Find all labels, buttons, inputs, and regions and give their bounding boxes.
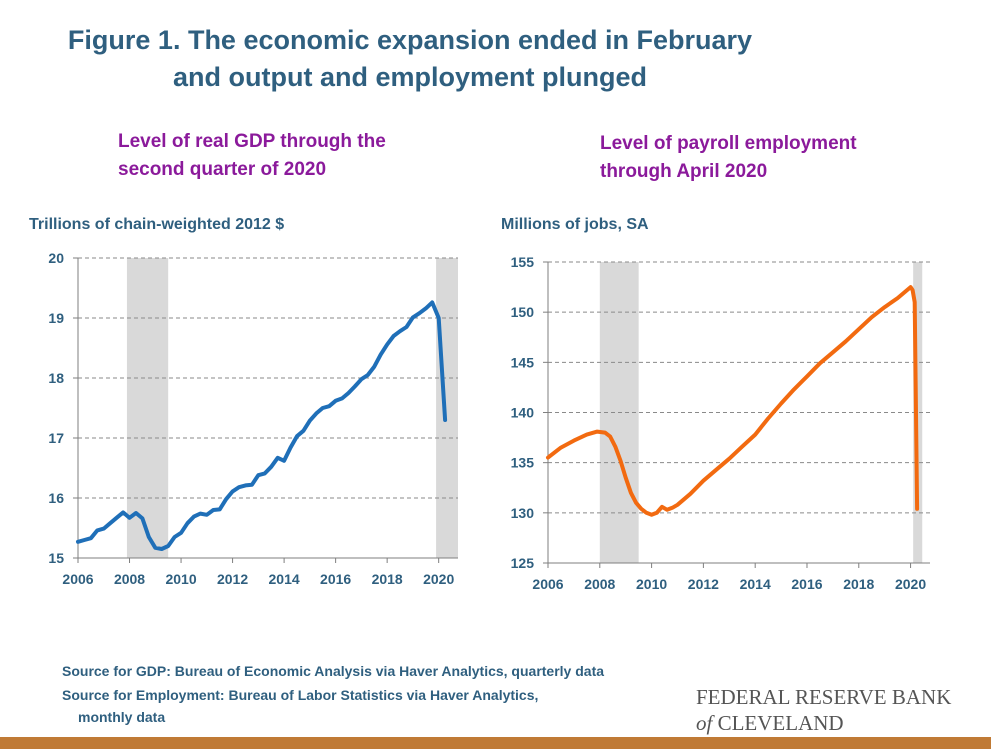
gdp-x-tick-label: 2014 <box>269 571 300 587</box>
figure-title: Figure 1. The economic expansion ended i… <box>0 22 820 96</box>
gdp-y-axis-label: Trillions of chain-weighted 2012 $ <box>29 216 285 233</box>
jobs-x-tick-label: 2016 <box>791 576 822 592</box>
jobs-x-tick-label: 2008 <box>584 576 615 592</box>
gdp-x-tick-label: 2010 <box>165 571 196 587</box>
bottom-bar <box>0 737 991 749</box>
source-gdp: Source for GDP: Bureau of Economic Analy… <box>62 663 605 679</box>
jobs-y-tick-label: 140 <box>511 405 535 421</box>
jobs-x-tick-label: 2010 <box>636 576 667 592</box>
jobs-y-tick-label: 150 <box>511 304 535 320</box>
figure-title-line1: Figure 1. The economic expansion ended i… <box>67 25 753 55</box>
jobs-chart-title-line1: Level of payroll employment <box>600 133 857 154</box>
figure-title-line2: and output and employment plunged <box>173 62 647 92</box>
jobs-x-tick-label: 2006 <box>532 576 563 592</box>
jobs-y-tick-label: 125 <box>511 555 535 571</box>
jobs-x-tick-label: 2020 <box>895 576 926 592</box>
jobs-y-tick-label: 135 <box>511 455 535 471</box>
gdp-y-tick-label: 19 <box>48 310 64 326</box>
gdp-y-tick-label: 16 <box>48 490 64 506</box>
fed-cleveland-logo: FEDERAL RESERVE BANK of CLEVELAND <box>696 684 951 736</box>
jobs-chart-title: Level of payroll employment through Apri… <box>600 130 857 186</box>
jobs-x-tick-label: 2014 <box>740 576 771 592</box>
gdp-x-tick-label: 2016 <box>320 571 351 587</box>
jobs-y-axis-label: Millions of jobs, SA <box>501 216 649 233</box>
gdp-x-tick-label: 2018 <box>372 571 403 587</box>
gdp-y-tick-label: 17 <box>48 430 64 446</box>
gdp-y-tick-label: 15 <box>48 550 64 566</box>
gdp-y-tick-label: 18 <box>48 370 64 386</box>
jobs-chart-title-line2: through April 2020 <box>600 161 768 182</box>
gdp-recession-band <box>126 258 169 558</box>
gdp-chart-title-line1: Level of real GDP through the <box>118 131 386 152</box>
logo-name: CLEVELAND <box>717 711 844 735</box>
logo-line2: of CLEVELAND <box>696 710 951 736</box>
gdp-x-tick-label: 2020 <box>423 571 454 587</box>
jobs-y-tick-label: 130 <box>511 505 535 521</box>
jobs-x-tick-label: 2012 <box>688 576 719 592</box>
gdp-x-tick-label: 2006 <box>62 571 93 587</box>
gdp-x-tick-label: 2008 <box>114 571 145 587</box>
logo-line1: FEDERAL RESERVE BANK <box>696 685 952 709</box>
gdp-y-tick-label: 20 <box>48 250 64 266</box>
gdp-chart-title: Level of real GDP through the second qua… <box>118 128 386 184</box>
jobs-y-tick-label: 155 <box>511 254 535 270</box>
jobs-y-tick-label: 145 <box>511 354 535 370</box>
source-employment-line2: monthly data <box>78 709 166 725</box>
jobs-x-tick-label: 2018 <box>843 576 874 592</box>
logo-of: of <box>696 711 713 735</box>
jobs-series-line <box>546 285 920 517</box>
gdp-x-tick-label: 2012 <box>217 571 248 587</box>
gdp-series-line <box>76 300 448 551</box>
source-employment-line1: Source for Employment: Bureau of Labor S… <box>62 687 539 703</box>
gdp-chart-title-line2: second quarter of 2020 <box>118 159 327 180</box>
